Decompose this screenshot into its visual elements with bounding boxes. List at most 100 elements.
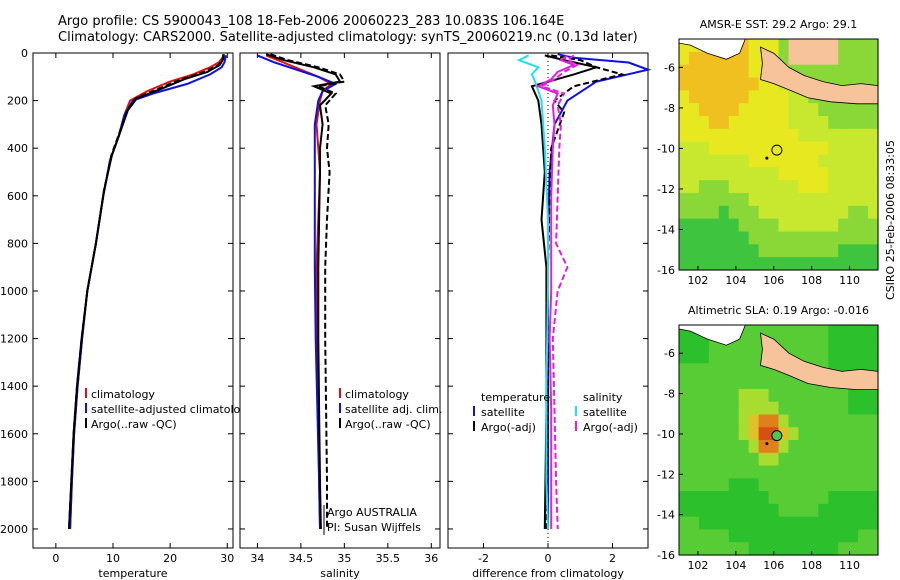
sst-heatmap-cell xyxy=(768,39,780,53)
sla-heatmap-cell xyxy=(808,542,819,556)
sla-heatmap-cell xyxy=(778,503,790,518)
sst-heatmap-cell xyxy=(798,64,809,79)
temp-ytick-label: 1000 xyxy=(0,285,28,298)
sst-heatmap-cell xyxy=(828,39,839,53)
sst-heatmap-cell xyxy=(698,77,710,91)
sla-heatmap-cell xyxy=(728,529,740,543)
temp-ytick-label: 200 xyxy=(7,95,28,108)
sla-heatmap-cell xyxy=(868,337,879,352)
sla-heatmap-cell xyxy=(818,516,829,531)
sla-heatmap-cell xyxy=(788,529,799,543)
sst-heatmap-cell xyxy=(768,180,780,194)
sla-xtick-label: 106 xyxy=(763,559,784,572)
sla-heatmap-cell xyxy=(688,529,700,543)
sst-heatmap-cell xyxy=(868,231,879,245)
sla-xtick-label: 108 xyxy=(801,559,822,572)
sst-heatmap-cell xyxy=(818,193,829,207)
sla-heatmap-cell xyxy=(838,516,849,531)
sst-heatmap-cell xyxy=(848,193,859,207)
sst-heatmap-cell xyxy=(698,167,710,181)
sla-heatmap-cell xyxy=(858,542,869,556)
sst-heatmap-cell xyxy=(828,244,839,258)
sst-heatmap-cell xyxy=(718,103,730,117)
sst-heatmap-cell xyxy=(728,231,740,245)
sst-heatmap-cell xyxy=(808,231,819,245)
sla-heatmap-cell xyxy=(728,452,740,467)
sla-heatmap-cell xyxy=(718,440,730,454)
sst-heatmap-cell xyxy=(778,257,790,271)
sla-heatmap-cell xyxy=(838,529,849,543)
sla-heatmap-cell xyxy=(808,337,819,352)
sla-heatmap-cell xyxy=(788,388,799,403)
sla-heatmap-cell xyxy=(808,465,819,479)
sst-heatmap-cell xyxy=(838,77,849,91)
sla-heatmap-cell xyxy=(728,491,740,505)
salt-axes-box xyxy=(239,52,441,549)
sst-heatmap-cell xyxy=(758,116,770,130)
sla-heatmap-cell xyxy=(808,427,819,441)
sst-heatmap-cell xyxy=(728,141,740,156)
sla-heatmap-cell xyxy=(788,440,799,454)
diff-legend-temp-label: satellite xyxy=(481,406,525,419)
sst-heatmap-cell xyxy=(838,154,849,168)
sst-heatmap-cell xyxy=(798,116,809,130)
sla-heatmap-cell xyxy=(778,465,790,479)
sla-heatmap-cell xyxy=(718,491,730,505)
sla-heatmap-cell xyxy=(808,491,819,505)
sst-heatmap-cell xyxy=(778,218,790,233)
sla-heatmap-cell xyxy=(688,516,700,531)
sst-heatmap-cell xyxy=(679,205,690,220)
sla-heatmap-cell xyxy=(679,491,690,505)
sla-heatmap-cell xyxy=(778,414,790,428)
sla-heatmap-cell xyxy=(818,491,829,505)
sst-heatmap-cell xyxy=(828,180,839,194)
sla-heatmap-cell xyxy=(688,542,700,556)
sla-heatmap-cell xyxy=(778,542,790,556)
sst-heatmap-cell xyxy=(738,167,750,181)
sst-heatmap-cell xyxy=(708,116,720,130)
sla-heatmap-cell xyxy=(738,363,750,377)
sla-heatmap-cell xyxy=(758,452,770,467)
sla-heatmap-cell xyxy=(728,401,740,416)
sst-heatmap-cell xyxy=(828,154,839,168)
sla-heatmap-cell xyxy=(748,542,760,556)
sla-heatmap-cell xyxy=(679,478,690,492)
sst-heatmap-cell xyxy=(788,205,799,220)
sla-heatmap-cell xyxy=(688,350,700,364)
sla-heatmap-cell xyxy=(808,325,819,339)
sla-xtick-label: 102 xyxy=(687,559,708,572)
sla-heatmap-cell xyxy=(848,337,859,352)
sla-heatmap-cell xyxy=(718,363,730,377)
sla-heatmap-cell xyxy=(738,503,750,518)
sla-heatmap-cell xyxy=(858,465,869,479)
sla-heatmap-cell xyxy=(679,503,690,518)
sla-heatmap-cell xyxy=(858,388,869,403)
sst-heatmap-cell xyxy=(778,39,790,53)
sst-heatmap-cell xyxy=(748,231,760,245)
sla-heatmap-cell xyxy=(868,350,879,364)
sst-heatmap-cell xyxy=(738,39,750,53)
sla-heatmap-cell xyxy=(848,452,859,467)
sst-heatmap-cell xyxy=(718,167,730,181)
salt-xtick-label: 36 xyxy=(424,552,438,565)
sla-heatmap-cell xyxy=(828,350,839,364)
sst-heatmap-cell xyxy=(679,180,690,194)
sst-heatmap-cell xyxy=(868,39,879,53)
sst-heatmap-cell xyxy=(748,244,760,258)
sla-heatmap-cell xyxy=(768,542,780,556)
sla-heatmap-cell xyxy=(718,465,730,479)
sla-heatmap-cell xyxy=(818,503,829,518)
sst-heatmap-cell xyxy=(848,205,859,220)
sla-heatmap-cell xyxy=(828,337,839,352)
sla-heatmap-cell xyxy=(738,376,750,390)
sst-heatmap-cell xyxy=(738,231,750,245)
sst-heatmap-cell xyxy=(858,218,869,233)
sla-heatmap-cell xyxy=(838,414,849,428)
sla-heatmap-cell xyxy=(718,401,730,416)
sla-heatmap-cell xyxy=(688,503,700,518)
sst-heatmap-cell xyxy=(838,103,849,117)
sst-heatmap-cell xyxy=(679,244,690,258)
sst-heatmap-cell xyxy=(838,180,849,194)
sla-heatmap-cell xyxy=(728,542,740,556)
sst-heatmap-cell xyxy=(758,231,770,245)
